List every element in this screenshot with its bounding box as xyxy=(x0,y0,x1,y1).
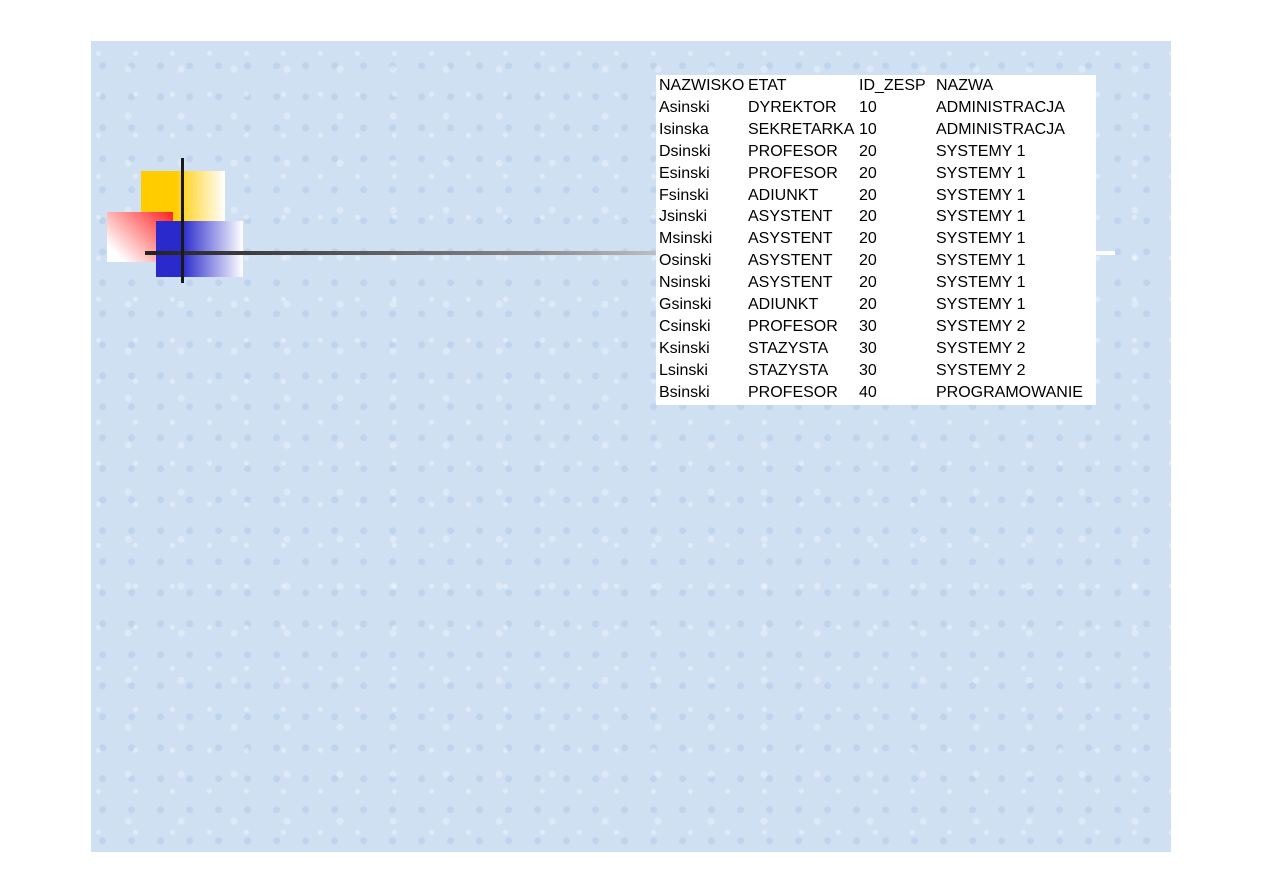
table-cell: 30 xyxy=(859,339,877,357)
table-cell: 20 xyxy=(859,164,877,182)
table-cell: STAZYSTA xyxy=(748,361,829,379)
table-row: Asinski DYREKTOR 10 ADMINISTRACJA xyxy=(656,97,1096,119)
column-header: ID_ZESP xyxy=(859,77,926,94)
decorative-vertical-line xyxy=(181,158,184,283)
table-row: Osinski ASYSTENT 20 SYSTEMY 1 xyxy=(656,250,1096,272)
table-cell: Jsinski xyxy=(659,208,708,226)
table-cell: 20 xyxy=(859,208,877,226)
table-cell: 20 xyxy=(859,296,877,313)
table-cell: SYSTEMY 2 xyxy=(936,317,1026,335)
table-cell: SYSTEMY 1 xyxy=(936,208,1026,226)
table-cell: 20 xyxy=(859,252,877,270)
table-row: Isinska SEKRETARKA 10 ADMINISTRACJA xyxy=(656,119,1096,141)
table-cell: PROFESOR xyxy=(748,317,838,335)
table-cell: 30 xyxy=(859,361,877,379)
table-cell: DYREKTOR xyxy=(748,98,837,116)
table-cell: 20 xyxy=(859,230,877,248)
table-cell: SYSTEMY 1 xyxy=(936,186,1026,204)
table-cell: SYSTEMY 1 xyxy=(936,252,1026,270)
table-cell: Ksinski xyxy=(659,339,710,357)
column-header: ETAT xyxy=(748,77,787,94)
table-cell: PROFESOR xyxy=(748,142,838,160)
table-cell: SYSTEMY 1 xyxy=(936,164,1026,182)
table-row: Dsinski PROFESOR 20 SYSTEMY 1 xyxy=(656,141,1096,163)
table-cell: SYSTEMY 1 xyxy=(936,296,1026,313)
results-table: NAZWISKO ETAT ID_ZESP NAZWA Asinski DYREK… xyxy=(656,75,1096,405)
decorative-blue-square xyxy=(156,221,243,277)
table-cell: ADMINISTRACJA xyxy=(936,98,1065,116)
table-cell: SEKRETARKA xyxy=(748,120,855,138)
table-row: Esinski PROFESOR 20 SYSTEMY 1 xyxy=(656,163,1096,185)
table-row: Jsinski ASYSTENT 20 SYSTEMY 1 xyxy=(656,206,1096,228)
table-cell: Bsinski xyxy=(659,383,710,401)
table-cell: Csinski xyxy=(659,317,711,335)
table-cell: ADMINISTRACJA xyxy=(936,120,1065,138)
table-cell: PROGRAMOWANIE xyxy=(936,383,1083,401)
table-cell: PROFESOR xyxy=(748,164,838,182)
table-cell: Msinski xyxy=(659,230,713,248)
table-cell: 20 xyxy=(859,142,877,160)
table-cell: 20 xyxy=(859,186,877,204)
table-cell: SYSTEMY 1 xyxy=(936,274,1026,292)
table-row: Gsinski ADIUNKT 20 SYSTEMY 1 xyxy=(656,294,1096,316)
table-cell: Dsinski xyxy=(659,142,711,160)
title-divider-line xyxy=(145,251,1115,255)
table-cell: Nsinski xyxy=(659,274,711,292)
table-cell: SYSTEMY 1 xyxy=(936,142,1026,160)
table-row: Nsinski ASYSTENT 20 SYSTEMY 1 xyxy=(656,272,1096,294)
table-cell: ADIUNKT xyxy=(748,186,819,204)
table-cell: ASYSTENT xyxy=(748,230,833,248)
table-row: Fsinski ADIUNKT 20 SYSTEMY 1 xyxy=(656,185,1096,207)
table-cell: Asinski xyxy=(659,98,710,116)
table-cell: ASYSTENT xyxy=(748,208,833,226)
table-cell: PROFESOR xyxy=(748,383,838,401)
table-cell: SYSTEMY 1 xyxy=(936,230,1026,248)
table-row: Bsinski PROFESOR 40 PROGRAMOWANIE xyxy=(656,382,1096,404)
table-cell: STAZYSTA xyxy=(748,339,829,357)
table-cell: SYSTEMY 2 xyxy=(936,361,1026,379)
table-header-row: NAZWISKO ETAT ID_ZESP NAZWA xyxy=(656,75,1096,97)
column-header: NAZWISKO xyxy=(659,77,745,94)
table-cell: 10 xyxy=(859,98,877,116)
table-cell: Isinska xyxy=(659,120,709,138)
table-row: Ksinski STAZYSTA 30 SYSTEMY 2 xyxy=(656,338,1096,360)
table-cell: Esinski xyxy=(659,164,710,182)
table-cell: 10 xyxy=(859,120,877,138)
table-row: Csinski PROFESOR 30 SYSTEMY 2 xyxy=(656,316,1096,338)
table-row: Msinski ASYSTENT 20 SYSTEMY 1 xyxy=(656,228,1096,250)
table-cell: ADIUNKT xyxy=(748,296,819,313)
table-cell: Lsinski xyxy=(659,361,708,379)
table-cell: 20 xyxy=(859,274,877,292)
table-cell: Gsinski xyxy=(659,296,712,313)
table-cell: SYSTEMY 2 xyxy=(936,339,1026,357)
table-cell: ASYSTENT xyxy=(748,252,833,270)
table-cell: 30 xyxy=(859,317,877,335)
column-header: NAZWA xyxy=(936,77,994,94)
table-cell: Osinski xyxy=(659,252,712,270)
table-cell: ASYSTENT xyxy=(748,274,833,292)
table-cell: Fsinski xyxy=(659,186,709,204)
table-cell: 40 xyxy=(859,383,877,401)
table-row: Lsinski STAZYSTA 30 SYSTEMY 2 xyxy=(656,360,1096,382)
